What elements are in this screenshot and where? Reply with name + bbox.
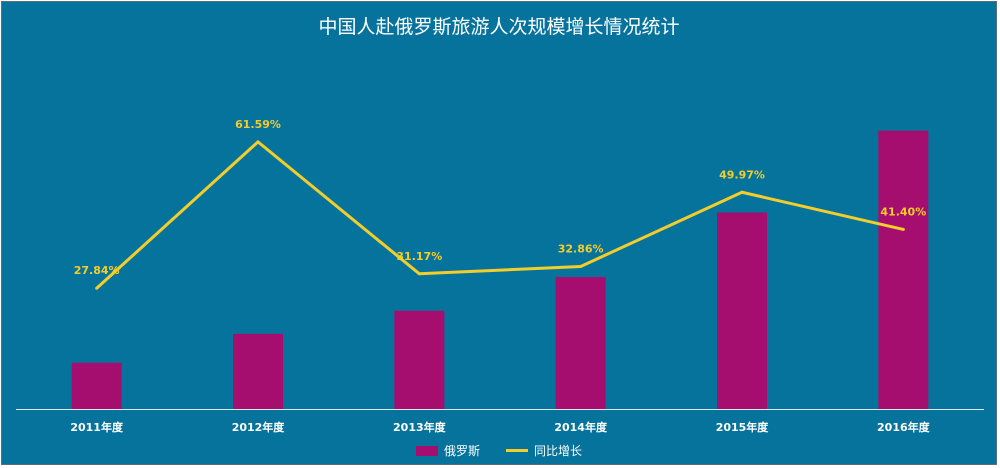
- growth-point-3: [579, 264, 583, 268]
- x-tick-label-0: 2011年度: [70, 420, 124, 434]
- growth-line: [95, 140, 904, 290]
- bar-1: [233, 333, 283, 409]
- legend-item-bar[interactable]: 俄罗斯: [415, 442, 480, 459]
- growth-data-label-3: 32.86%: [558, 242, 604, 255]
- growth-data-label-2: 31.17%: [396, 250, 442, 263]
- growth-data-label-4: 49.97%: [719, 168, 765, 181]
- bar-5: [878, 130, 929, 409]
- x-tick-label-3: 2014年度: [554, 420, 608, 434]
- legend-label-line: 同比增长: [534, 444, 583, 458]
- growth-data-label-1: 61.59%: [235, 118, 281, 131]
- legend-swatch-line: [506, 449, 528, 452]
- legend-label-bar: 俄罗斯: [443, 444, 480, 458]
- growth-point-5: [901, 227, 905, 231]
- legend-swatch-bar: [415, 445, 438, 456]
- legend-item-line[interactable]: 同比增长: [506, 442, 582, 459]
- growth-data-label-0: 27.84%: [74, 264, 120, 277]
- chart-title: 中国人赴俄罗斯旅游人次规模增长情况统计: [318, 16, 680, 38]
- x-tick-label-2: 2013年度: [393, 420, 447, 434]
- bar-3: [555, 277, 606, 409]
- growth-data-label-5: 41.40%: [880, 205, 926, 218]
- chart-plot: 2011年度 2012年度 2013年度 2014年度 2015年度 2016年度 27.8…: [16, 118, 984, 434]
- chart-legend: 俄罗斯 同比增长: [2, 442, 996, 459]
- bar-0: [71, 362, 122, 409]
- growth-point-1: [256, 140, 260, 144]
- growth-point-2: [417, 272, 421, 276]
- x-tick-label-1: 2012年度: [232, 420, 286, 434]
- bar-4: [717, 212, 767, 409]
- x-tick-label-5: 2016年度: [877, 420, 931, 434]
- growth-point-4: [740, 190, 744, 194]
- growth-point-0: [95, 286, 99, 290]
- bar-2: [394, 310, 445, 409]
- x-tick-label-4: 2015年度: [716, 420, 770, 434]
